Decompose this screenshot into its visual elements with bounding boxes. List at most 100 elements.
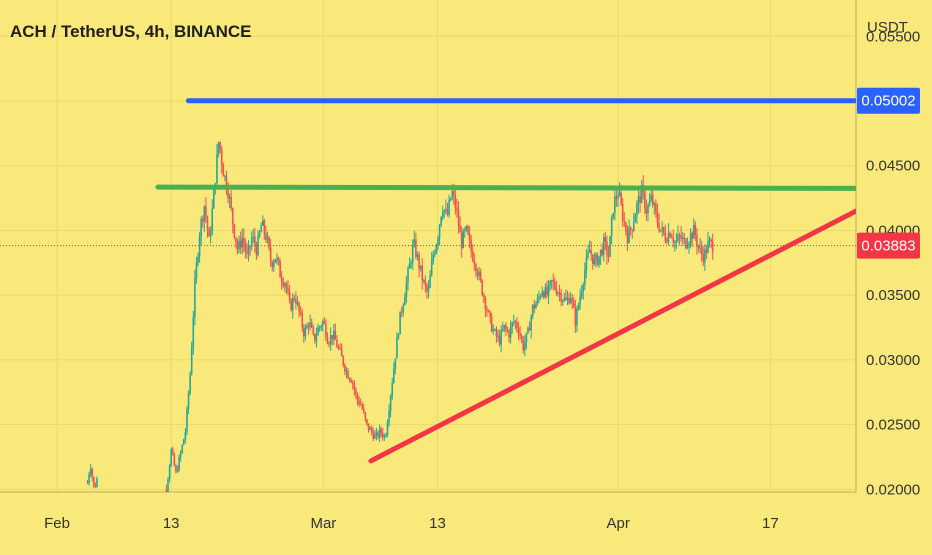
candle-body-246 [542, 291, 545, 298]
candle-body-51 [235, 237, 237, 243]
currency-label: USDT [867, 19, 908, 36]
candle-body-55 [241, 237, 244, 248]
candle-body-160 [407, 268, 409, 283]
candle-body-16 [179, 452, 182, 458]
candle-body-105 [320, 326, 322, 328]
candle-body-93 [301, 313, 304, 328]
candle-body-18 [183, 439, 185, 445]
candle-body-322 [662, 227, 665, 233]
candle-body-111 [329, 335, 332, 344]
candle-body-340 [691, 233, 693, 239]
candle-body-125 [351, 382, 354, 384]
candle-body-22 [189, 374, 191, 394]
candle-body-152 [394, 358, 397, 369]
candle-body-88 [293, 298, 296, 300]
candle-body-224 [508, 331, 510, 338]
last-price-badge-label: 0.03883 [861, 238, 915, 255]
candle-body-197 [465, 225, 468, 230]
candle-body-281 [598, 256, 600, 265]
candle-body-339 [689, 233, 692, 244]
candle-body-185 [446, 209, 449, 216]
candle-body-230 [517, 328, 520, 333]
candle-body-234 [524, 342, 526, 351]
candle-body-251 [550, 280, 553, 282]
candle-body-37 [213, 188, 215, 209]
candle-body-247 [544, 287, 547, 298]
candle-body-316 [653, 203, 656, 205]
candle-body-113 [333, 330, 335, 339]
candle-body-121 [345, 370, 348, 372]
candle-body-320 [659, 229, 662, 231]
candle-body-96 [306, 325, 308, 329]
x-tick-label-0: Feb [44, 515, 70, 532]
candle-body-345 [699, 247, 701, 249]
candle-body-225 [509, 326, 512, 338]
candle-body-75 [273, 262, 275, 267]
candle-body-8 [167, 479, 169, 492]
candle-body-252 [552, 280, 555, 283]
candle-body-260 [565, 297, 567, 300]
candle-body-229 [516, 322, 518, 329]
candle-body-79 [279, 262, 281, 278]
candle-body-223 [506, 329, 509, 332]
candle-body-324 [666, 240, 668, 243]
candle-body-338 [688, 243, 690, 247]
candle-body-267 [576, 308, 578, 326]
y-tick-label-2: 0.04500 [866, 158, 920, 175]
candle-body-29 [200, 219, 202, 237]
candle-body-209 [484, 297, 487, 310]
candle-body-347 [702, 253, 705, 263]
candle-body-208 [482, 294, 485, 298]
candle-body-169 [421, 265, 424, 281]
candle-body-168 [419, 265, 422, 269]
candle-body-279 [595, 254, 597, 259]
y-tick-label-0: 0.05500 [866, 28, 920, 45]
candle-body-114 [334, 330, 337, 341]
candle-body-232 [520, 335, 523, 340]
candle-body-40 [217, 142, 220, 154]
candle-body-89 [295, 299, 297, 304]
candle-body-287 [607, 254, 610, 257]
candle-body-174 [429, 275, 431, 288]
candle-body-163 [411, 245, 414, 263]
candle-body-11 [171, 449, 174, 455]
candle-body-141 [377, 432, 379, 437]
candle-body-155 [399, 311, 401, 335]
candle-body-298 [625, 222, 627, 232]
candle-body-153 [396, 337, 398, 359]
candle-body-173 [427, 287, 430, 292]
candle-body-344 [697, 245, 700, 248]
candle-body-248 [546, 287, 548, 296]
candle-body-131 [361, 404, 364, 409]
candle-body-27 [197, 255, 199, 263]
candle-body-227 [512, 321, 515, 323]
candle-body-348 [704, 249, 706, 263]
candle-body-102 [315, 335, 318, 341]
candle-body-313 [648, 200, 651, 206]
candle-body-341 [692, 224, 695, 239]
candle-body-329 [674, 241, 676, 243]
candle-body-249 [547, 284, 550, 296]
candle-body-179 [437, 238, 439, 246]
candle-body-239 [531, 304, 534, 317]
candle-body-26 [195, 262, 198, 279]
candle-body-130 [359, 404, 362, 406]
candle-body-92 [299, 311, 302, 314]
candle-body-34 [208, 229, 210, 237]
candle-body-33 [206, 216, 209, 230]
candle-body-142 [378, 428, 381, 437]
candle-body-325 [667, 232, 670, 243]
candle-body-80 [280, 277, 283, 283]
candle-body-72 [268, 237, 270, 248]
candle-body-10 [170, 449, 172, 467]
candle-body-285 [604, 237, 607, 242]
candle-body-95 [304, 328, 307, 337]
candle-body-326 [669, 232, 671, 237]
candle-body-352 [710, 239, 712, 242]
candle-body-60 [249, 246, 251, 248]
candle-body-0 [86, 482, 89, 484]
candle-body-146 [385, 435, 387, 437]
candle-body-204 [476, 270, 479, 276]
candle-body-350 [707, 241, 709, 253]
